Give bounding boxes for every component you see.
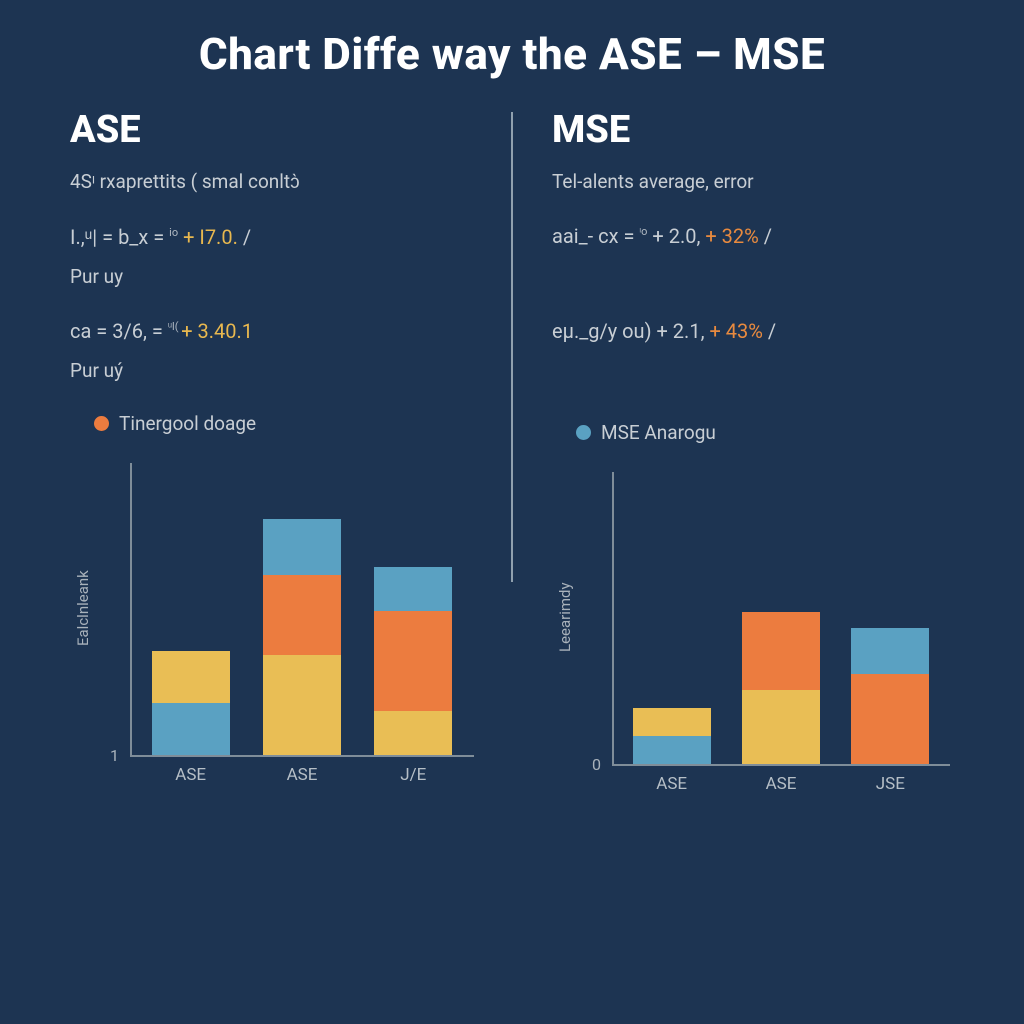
page-title: Chart Diffe way the ASE – MSE	[44, 28, 980, 80]
bar-segment	[742, 690, 820, 764]
bar-stack	[374, 567, 452, 755]
bar-stack	[851, 628, 929, 764]
x-tick-label: ASE	[739, 774, 822, 794]
bar-segment	[152, 703, 230, 755]
panel-mse: MSE Tel-alents average, error aai_- cx =…	[512, 102, 980, 1022]
panels: ASE 4Sᶦ rxaprettits ( smal conltɔ̀ I.,ᵘ|…	[44, 102, 980, 1022]
ase-legend: Tinergool doage	[94, 412, 478, 435]
y-axis-label: Ealclnleank	[70, 463, 96, 753]
ase-formula-2: ca = 3/6, = ᵘl( + 3.40.1	[70, 318, 478, 345]
ase-legend-label: Tinergool doage	[119, 412, 256, 435]
bar-segment	[263, 519, 341, 575]
ase-subheading: 4Sᶦ rxaprettits ( smal conltɔ̀	[70, 170, 478, 194]
x-tick-label: ASE	[630, 774, 713, 794]
bar-segment	[263, 655, 341, 755]
x-tick-label: ASE	[259, 765, 344, 785]
panel-ase: ASE 4Sᶦ rxaprettits ( smal conltɔ̀ I.,ᵘ|…	[44, 102, 512, 1022]
mse-chart: Leearimdy 0 ASE ASE JSE	[552, 472, 954, 798]
ase-formula-1-sub: Pur uy	[70, 265, 478, 288]
bar-stack	[152, 651, 230, 755]
ase-formula-1: I.,ᵘ| = b_x = io + I7.0. /	[70, 224, 478, 251]
ase-formula-2-sub: Pur uý	[70, 359, 478, 382]
bar-segment	[851, 628, 929, 674]
bar-stack	[742, 612, 820, 764]
bar-segment	[374, 711, 452, 755]
y-axis-label: Leearimdy	[552, 472, 578, 762]
mse-legend-label: MSE Anarogu	[601, 421, 716, 444]
bar-stack	[633, 708, 711, 764]
bar-segment	[374, 567, 452, 611]
y-axis-origin: 1	[110, 746, 119, 765]
mse-formula-2: eμ._g/y ou) + 2.1, + 43% /	[552, 318, 954, 345]
bar-segment	[851, 674, 929, 764]
bar-segment	[633, 736, 711, 764]
x-tick-label: JSE	[849, 774, 932, 794]
ase-chart: Ealclnleank 1 ASE ASE J/E	[70, 463, 478, 789]
mse-subheading: Tel-alents average, error	[552, 170, 954, 193]
mse-heading: MSE	[552, 108, 954, 152]
bar-segment	[374, 611, 452, 711]
mse-legend: MSE Anarogu	[576, 421, 954, 444]
ase-heading: ASE	[70, 108, 478, 152]
mse-formula-1: aai_- cx = ᶦo + 2.0, + 32% /	[552, 223, 954, 250]
legend-dot-icon	[94, 416, 109, 431]
x-tick-label: ASE	[148, 765, 233, 785]
bar-stack	[263, 519, 341, 755]
legend-dot-icon	[576, 425, 591, 440]
bar-segment	[263, 575, 341, 655]
bar-segment	[742, 612, 820, 690]
bar-segment	[152, 651, 230, 703]
y-axis-origin: 0	[592, 755, 601, 774]
bar-segment	[633, 708, 711, 736]
x-tick-label: J/E	[371, 765, 456, 785]
